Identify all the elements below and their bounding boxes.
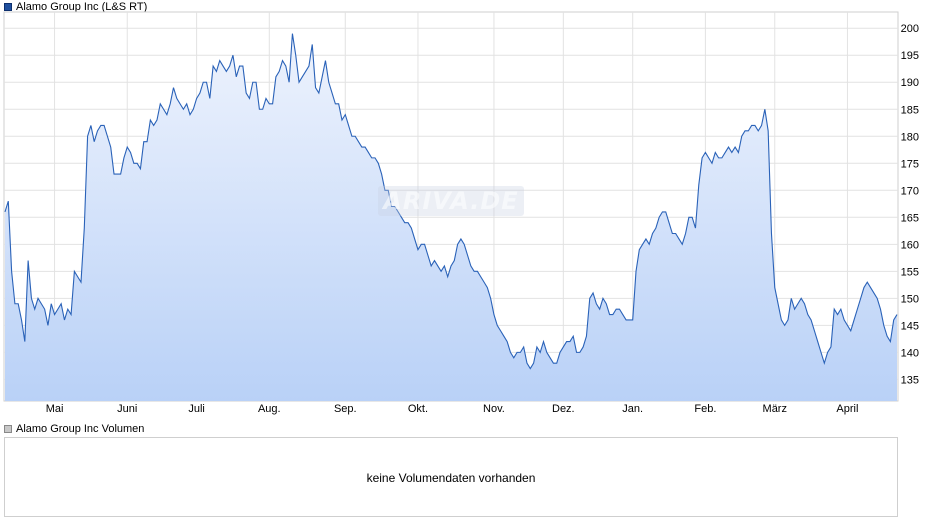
x-tick-label: Nov. <box>483 403 505 415</box>
price-line[interactable] <box>4 33 898 370</box>
y-tick-label: 175 <box>901 158 919 170</box>
volume-legend-swatch <box>4 425 12 433</box>
volume-legend: Alamo Group Inc Volumen <box>4 423 144 435</box>
x-tick-label: März <box>763 403 787 415</box>
y-tick-label: 155 <box>901 266 919 278</box>
x-tick-label: Aug. <box>258 403 281 415</box>
x-tick-label: April <box>836 403 858 415</box>
y-tick-label: 150 <box>901 293 919 305</box>
y-tick-label: 140 <box>901 347 919 359</box>
y-axis: 135 140 145 150 155 160 165 170 175 180 185 190 195 2… <box>901 23 919 386</box>
x-tick-label: Juni <box>117 403 137 415</box>
y-tick-label: 135 <box>901 374 919 386</box>
volume-legend-label: Alamo Group Inc Volumen <box>16 423 145 435</box>
price-chart[interactable]: 135 140 145 150 155 160 165 170 175 180 185 190 195 2… <box>0 0 940 420</box>
price-area <box>5 33 897 402</box>
price-legend-label: Alamo Group Inc (L&S RT) <box>16 1 148 13</box>
y-tick-label: 180 <box>901 131 919 143</box>
y-tick-label: 145 <box>901 320 919 332</box>
x-tick-label: Feb. <box>694 403 716 415</box>
price-legend: Alamo Group Inc (L&S RT) <box>4 1 147 13</box>
x-tick-label: Mai <box>46 403 64 415</box>
y-tick-label: 190 <box>901 77 919 89</box>
x-axis: Mai Juni Juli Aug. Sep. Okt. Nov. Dez. Jan. Feb. M… <box>46 403 859 415</box>
x-tick-label: Sep. <box>334 403 357 415</box>
y-tick-label: 160 <box>901 239 919 251</box>
x-tick-label: Jan. <box>622 403 643 415</box>
watermark-logo: ARIVA.DE <box>378 186 524 216</box>
x-tick-label: Dez. <box>552 403 575 415</box>
y-tick-label: 165 <box>901 212 919 224</box>
volume-panel: keine Volumendaten vorhanden <box>4 437 898 517</box>
y-tick-label: 170 <box>901 185 919 197</box>
x-tick-label: Juli <box>188 403 205 415</box>
y-tick-label: 200 <box>901 23 919 35</box>
x-tick-label: Okt. <box>408 403 428 415</box>
price-legend-swatch <box>4 3 12 11</box>
volume-empty-message: keine Volumendaten vorhanden <box>366 471 536 485</box>
y-tick-label: 195 <box>901 50 919 62</box>
y-tick-label: 185 <box>901 104 919 116</box>
